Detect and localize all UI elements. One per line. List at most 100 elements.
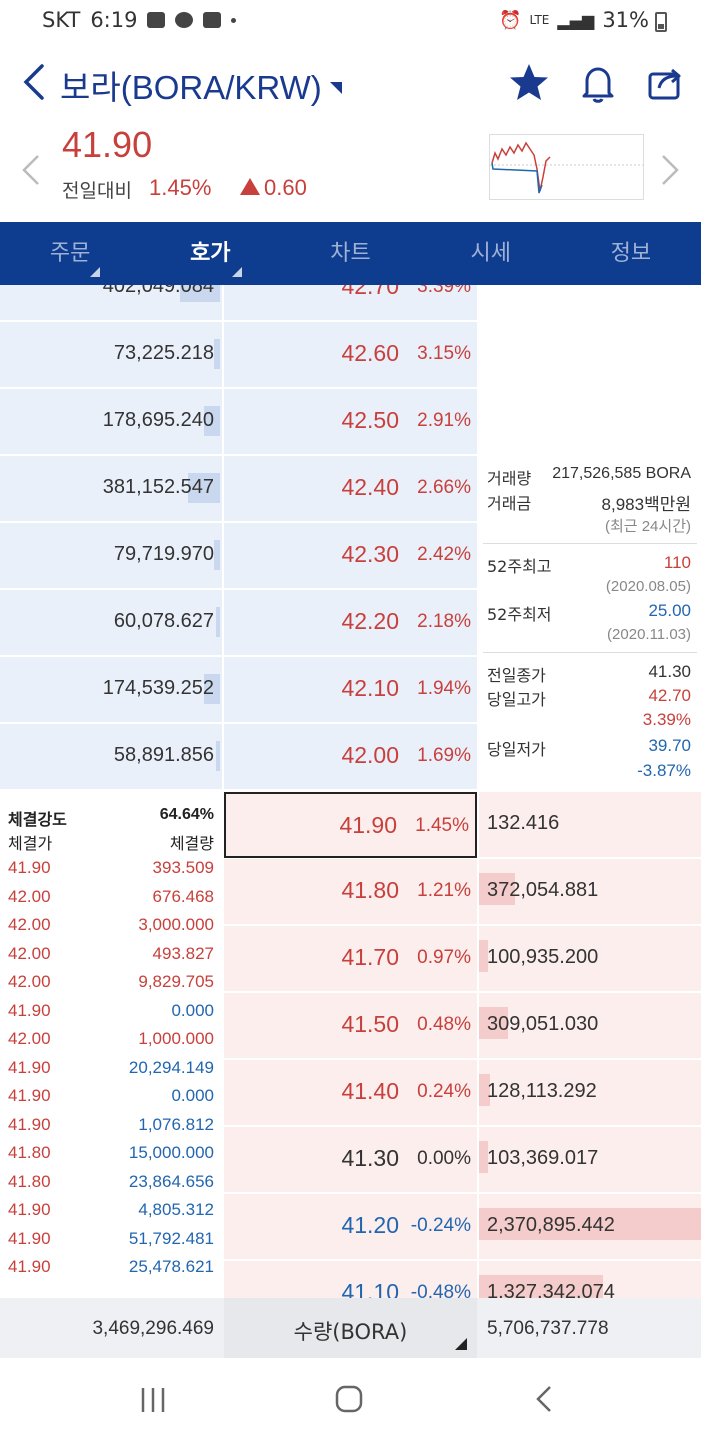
back-icon[interactable] xyxy=(18,60,50,104)
bid-volume-cell[interactable]: 100,935.200 xyxy=(479,926,701,992)
tab-order[interactable]: 주문 xyxy=(0,222,140,285)
trade-price: 42.00 xyxy=(8,887,51,906)
tab-chart[interactable]: 차트 xyxy=(280,222,420,285)
trade-qty: 493.827 xyxy=(152,944,214,963)
next-coin-icon[interactable] xyxy=(657,150,683,190)
bid-price-cell[interactable]: 41.20 -0.24% xyxy=(224,1194,477,1260)
trade-row: 41.90 0.000 xyxy=(8,1086,214,1112)
stat-label: 거래금 xyxy=(487,494,532,513)
bid-price-cell[interactable]: 41.80 1.21% xyxy=(224,859,477,925)
bid-percent: -0.48% xyxy=(410,1282,471,1298)
ask-volume-cell[interactable]: 381,152.547 xyxy=(0,456,222,522)
ask-volume-cell[interactable]: 58,891.856 xyxy=(0,724,222,790)
system-nav-bar xyxy=(0,1358,701,1440)
ask-volume-cell[interactable]: 178,695.240 xyxy=(0,389,222,455)
ask-price-cell[interactable]: 42.50 2.91% xyxy=(224,389,477,455)
ask-volume-cell[interactable]: 79,719.970 xyxy=(0,523,222,589)
ask-volume-cell[interactable]: 402,049.084 xyxy=(0,285,222,321)
message-icon xyxy=(175,12,194,28)
trade-qty: 4,805.312 xyxy=(138,1200,214,1219)
change-label: 전일대비 xyxy=(62,180,132,202)
prev-coin-icon[interactable] xyxy=(18,150,44,190)
recent-apps-icon[interactable] xyxy=(133,1382,173,1418)
trade-price: 42.00 xyxy=(8,944,51,963)
bid-price: 41.90 xyxy=(339,812,397,838)
trade-qty: 9,829.705 xyxy=(138,972,214,991)
unit-selector[interactable]: 수량(BORA) xyxy=(224,1298,477,1358)
trade-qty: 23,864.656 xyxy=(128,1172,214,1191)
ask-price-cell[interactable]: 42.00 1.69% xyxy=(224,724,477,790)
home-icon[interactable] xyxy=(329,1382,369,1418)
ask-price-cell[interactable]: 42.60 3.15% xyxy=(224,322,477,388)
trade-row: 42.00 9,829.705 xyxy=(8,972,214,998)
ask-price-cell[interactable]: 42.30 2.42% xyxy=(224,523,477,589)
ask-volume-cell[interactable]: 174,539.252 xyxy=(0,657,222,723)
ask-volume-bar xyxy=(216,607,220,637)
title-dropdown-icon[interactable] xyxy=(330,82,342,94)
bid-price-cell[interactable]: 41.70 0.97% xyxy=(224,926,477,992)
ask-percent: 1.94% xyxy=(417,678,471,699)
stat-value: 8,983백만원 xyxy=(601,495,691,514)
ask-volume-bar xyxy=(188,473,220,503)
stat-label: 52주최고 xyxy=(487,557,552,576)
stat-value: 25.00 xyxy=(648,601,691,620)
bell-icon[interactable] xyxy=(575,60,621,106)
bid-price-cell[interactable]: 41.10 -0.48% xyxy=(224,1261,477,1298)
bid-volume-cell[interactable]: 2,370,895.442 xyxy=(479,1194,701,1260)
ask-volume-bar xyxy=(204,674,220,704)
ask-price-cell[interactable]: 42.20 2.18% xyxy=(224,590,477,656)
order-book[interactable]: 402,049.084 42.70 3.39% 73,225.218 42.60 3.15… xyxy=(0,285,701,1298)
clock-label: 6:19 xyxy=(90,8,138,32)
ask-volume-bar xyxy=(204,406,220,436)
ask-price-cell[interactable]: 42.40 2.66% xyxy=(224,456,477,522)
trade-qty: 393.509 xyxy=(152,858,214,877)
ask-price-cell[interactable]: 42.70 3.39% xyxy=(224,285,477,321)
system-back-icon[interactable] xyxy=(526,1382,566,1418)
bid-price-cell[interactable]: 41.50 0.48% xyxy=(224,993,477,1059)
page-title[interactable]: 보라(BORA/KRW) xyxy=(60,69,322,106)
bid-volume-bar xyxy=(479,940,488,972)
tab-orderbook[interactable]: 호가 xyxy=(140,222,280,285)
bid-volume-cell[interactable]: 1,327,342.074 xyxy=(479,1261,701,1298)
dropdown-corner-icon xyxy=(455,1338,467,1350)
tab-info[interactable]: 정보 xyxy=(561,222,701,285)
stat-value: 217,526,585 BORA xyxy=(552,465,691,482)
trade-price: 42.00 xyxy=(8,972,51,991)
ask-price: 42.60 xyxy=(341,340,399,366)
change-amount: 0.60 xyxy=(264,175,307,200)
ask-price: 42.10 xyxy=(341,675,399,701)
tab-market[interactable]: 시세 xyxy=(421,222,561,285)
bid-volume-cell[interactable]: 132.416 xyxy=(479,792,701,858)
alarm-icon: ⏰ xyxy=(499,9,522,31)
mini-chart[interactable] xyxy=(489,134,644,200)
trade-qty-header: 체결량 xyxy=(169,834,214,853)
trade-qty: 3,000.000 xyxy=(138,915,214,934)
bid-volume-cell[interactable]: 309,051.030 xyxy=(479,993,701,1059)
tab-caret-icon xyxy=(90,267,101,277)
bid-volume-cell[interactable]: 103,369.017 xyxy=(479,1127,701,1193)
trade-price: 41.80 xyxy=(8,1172,51,1191)
current-price-cell[interactable]: 41.90 1.45% xyxy=(224,792,477,858)
bid-volume-cell[interactable]: 372,054.881 xyxy=(479,859,701,925)
trade-qty: 51,792.481 xyxy=(128,1229,214,1248)
bid-price-cell[interactable]: 41.30 0.00% xyxy=(224,1127,477,1193)
ask-price-cell[interactable]: 42.10 1.94% xyxy=(224,657,477,723)
share-icon[interactable] xyxy=(643,60,689,106)
ask-volume-cell[interactable]: 73,225.218 xyxy=(0,322,222,388)
app-shield-icon xyxy=(203,12,222,28)
ask-price: 42.50 xyxy=(341,407,399,433)
ask-total: 3,469,296.469 xyxy=(92,1318,214,1339)
stat-date: (2020.11.03) xyxy=(607,626,691,643)
trade-row: 41.80 15,000.000 xyxy=(8,1143,214,1169)
trade-price: 41.90 xyxy=(8,1229,51,1248)
bid-volume-cell[interactable]: 128,113.292 xyxy=(479,1060,701,1126)
trade-row: 41.80 23,864.656 xyxy=(8,1172,214,1198)
orderbook-footer: 3,469,296.469 수량(BORA) 5,706,737.778 xyxy=(0,1298,701,1358)
bid-price-cell[interactable]: 41.40 0.24% xyxy=(224,1060,477,1126)
bid-volume-bar xyxy=(479,1141,488,1173)
ask-price: 42.30 xyxy=(341,541,399,567)
trade-qty: 1,000.000 xyxy=(138,1029,214,1048)
ask-volume-cell[interactable]: 60,078.627 xyxy=(0,590,222,656)
trade-qty: 25,478.621 xyxy=(128,1257,214,1276)
star-icon[interactable] xyxy=(506,60,552,106)
